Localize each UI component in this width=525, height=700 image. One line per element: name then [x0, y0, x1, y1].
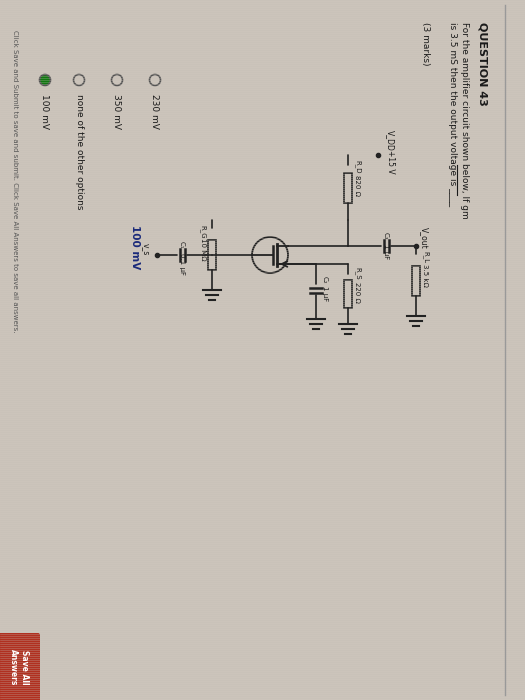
Text: 350 mV: 350 mV	[112, 94, 121, 129]
Text: C₁: C₁	[179, 241, 185, 248]
Text: QUESTION 43: QUESTION 43	[477, 22, 487, 106]
Text: R_S: R_S	[354, 267, 361, 279]
Text: R_L: R_L	[422, 251, 429, 263]
Text: 100 mV: 100 mV	[40, 94, 49, 129]
Bar	[208, 240, 216, 270]
Bar	[412, 266, 420, 296]
Text: 1 μF: 1 μF	[322, 286, 328, 301]
Text: +15 V: +15 V	[386, 150, 395, 174]
Text: 220 Ω: 220 Ω	[354, 282, 360, 303]
Text: Click Save and Submit to save and submit. Click Save All Answers to save all ans: Click Save and Submit to save and submit…	[12, 30, 18, 332]
Bar	[344, 280, 352, 308]
Text: is 3.5 mS then the output voltage is ____: is 3.5 mS then the output voltage is ___…	[448, 22, 457, 206]
FancyBboxPatch shape	[0, 633, 40, 700]
Text: C₂: C₂	[322, 276, 328, 284]
Text: (3 marks): (3 marks)	[421, 22, 430, 66]
Text: 230 mV: 230 mV	[151, 94, 160, 129]
Text: none of the other options: none of the other options	[75, 94, 83, 209]
Bar	[344, 172, 352, 202]
Text: C₃: C₃	[383, 232, 389, 239]
Text: Save All
Answers: Save All Answers	[9, 650, 29, 686]
Text: 10 MΩ: 10 MΩ	[200, 238, 206, 260]
Text: 820 Ω: 820 Ω	[354, 175, 360, 196]
Text: 100 mV: 100 mV	[130, 225, 140, 270]
Text: 0.1 μF: 0.1 μF	[179, 253, 185, 275]
Circle shape	[39, 74, 50, 85]
Text: For the amplifier circuit shown below, If gm: For the amplifier circuit shown below, I…	[460, 22, 469, 218]
Text: V_DD: V_DD	[386, 130, 395, 151]
Text: v_s: v_s	[142, 243, 151, 256]
Text: R_D: R_D	[354, 160, 361, 174]
Text: V_out: V_out	[420, 227, 429, 249]
Text: 1 μF: 1 μF	[383, 244, 389, 259]
Text: 3.5 kΩ: 3.5 kΩ	[422, 264, 428, 287]
Text: R_G: R_G	[200, 225, 206, 239]
